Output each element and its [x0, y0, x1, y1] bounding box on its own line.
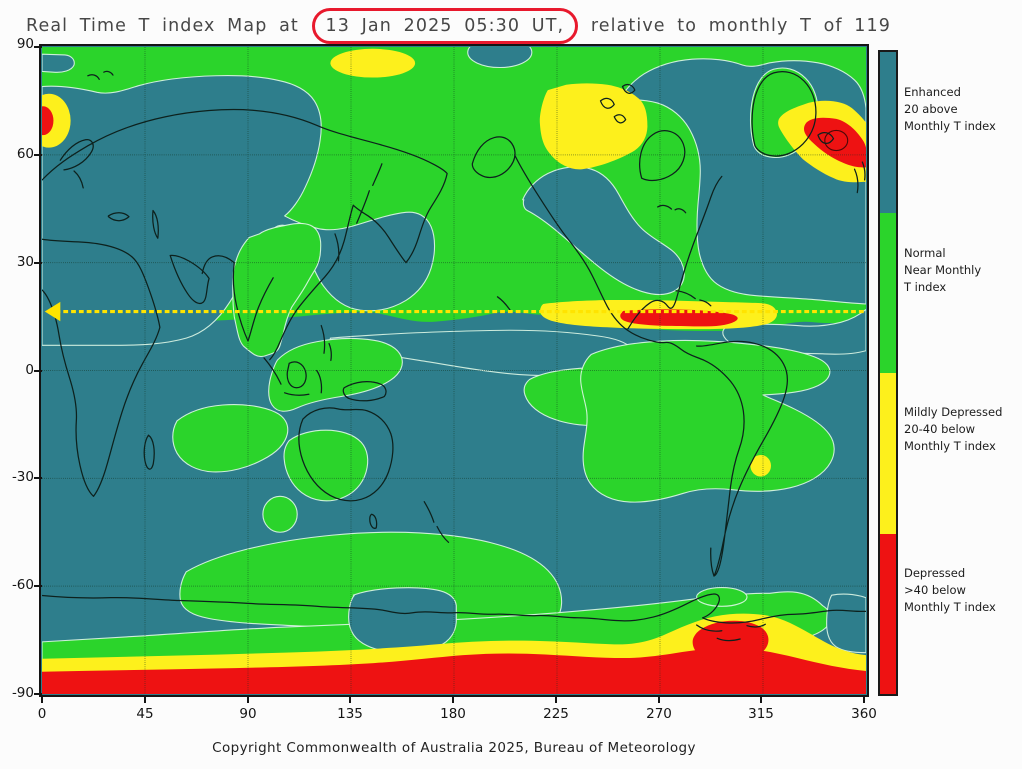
legend-label-enhanced: Enhanced 20 above Monthly T index: [904, 84, 1019, 135]
legend-swatch-depressed: [880, 533, 896, 694]
y-axis-label: -90: [11, 685, 34, 701]
x-axis-label: 270: [646, 706, 672, 722]
x-axis-label: 180: [440, 706, 466, 722]
y-axis-label: 0: [25, 362, 34, 378]
x-axis-label: 360: [851, 706, 877, 722]
x-tick: [247, 695, 249, 703]
legend-line: 20 above: [904, 102, 958, 116]
legend-swatch-normal: [880, 212, 896, 373]
x-tick: [452, 695, 454, 703]
y-tick: [34, 693, 42, 695]
y-axis-label: 30: [16, 254, 34, 270]
x-tick: [760, 695, 762, 703]
x-axis-label: 225: [543, 706, 569, 722]
y-tick: [34, 262, 42, 264]
x-tick: [863, 695, 865, 703]
world-t-index-map: [42, 47, 866, 694]
title-suffix: relative to monthly T of 119: [590, 16, 891, 36]
legend-line: Mildly Depressed: [904, 405, 1003, 419]
legend-color-bar: [878, 50, 898, 696]
x-tick: [555, 695, 557, 703]
y-tick: [34, 46, 42, 48]
annotation-arrow: [44, 301, 864, 322]
legend-line: Enhanced: [904, 85, 961, 99]
y-axis-label: -60: [11, 577, 34, 593]
legend-line: Normal: [904, 246, 946, 260]
graticule-grid: [42, 47, 866, 694]
page-title: Real Time T index Map at 13 Jan 2025 05:…: [26, 8, 1016, 44]
y-tick: [34, 154, 42, 156]
copyright-text: Copyright Commonwealth of Australia 2025…: [212, 740, 696, 756]
y-axis-label: -30: [11, 469, 34, 485]
highlight-oval: 13 Jan 2025 05:30 UT,: [311, 8, 579, 44]
title-datetime: 13 Jan 2025 05:30 UT,: [325, 16, 565, 36]
y-axis-label: 60: [16, 146, 34, 162]
x-tick: [41, 695, 43, 703]
y-tick: [34, 585, 42, 587]
y-tick: [34, 370, 42, 372]
x-tick: [658, 695, 660, 703]
y-tick: [34, 477, 42, 479]
legend-line: Monthly T index: [904, 119, 996, 133]
x-tick: [349, 695, 351, 703]
legend-line: Near Monthly: [904, 263, 982, 277]
contour-ring: [825, 130, 848, 150]
title-prefix: Real Time T index Map at: [26, 16, 299, 36]
legend-line: Depressed: [904, 566, 966, 580]
x-axis-label: 90: [239, 706, 257, 722]
legend-line: Monthly T index: [904, 439, 996, 453]
x-tick: [144, 695, 146, 703]
legend-label-normal: Normal Near Monthly T index: [904, 245, 1019, 296]
legend-label-depressed: Depressed >40 below Monthly T index: [904, 565, 1019, 616]
legend-line: >40 below: [904, 583, 966, 597]
legend-label-mild: Mildly Depressed 20-40 below Monthly T i…: [904, 404, 1019, 455]
x-axis-label: 0: [37, 706, 47, 722]
legend-line: Monthly T index: [904, 600, 996, 614]
legend-swatch-mild: [880, 373, 896, 534]
x-axis-label: 135: [337, 706, 363, 722]
legend-line: 20-40 below: [904, 422, 976, 436]
x-axis-label: 45: [136, 706, 154, 722]
y-axis-label: 90: [16, 36, 34, 52]
legend-line: T index: [904, 280, 947, 294]
arrow-head-icon: [44, 301, 61, 322]
x-axis-label: 315: [748, 706, 774, 722]
legend-swatch-enhanced: [880, 52, 896, 213]
